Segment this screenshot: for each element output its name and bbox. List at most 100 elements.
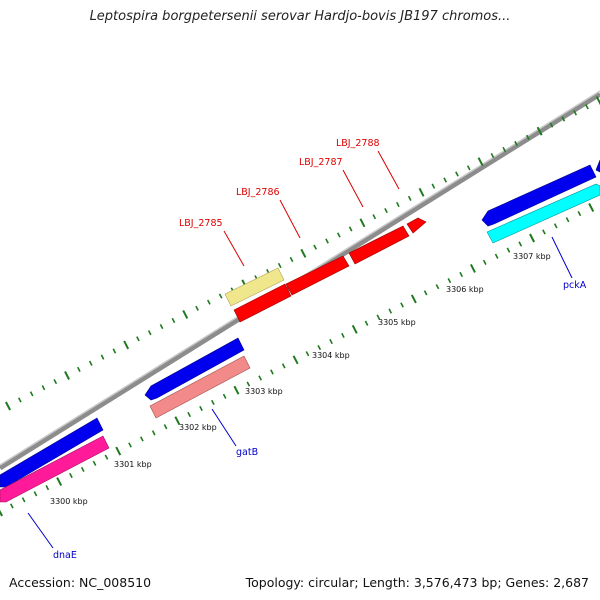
tick-mark (502, 146, 507, 153)
tick-mark (29, 391, 34, 397)
leader-lbj2788 (377, 150, 400, 190)
tick-mark (187, 411, 192, 418)
tick-mark (506, 247, 511, 253)
tick-mark (561, 116, 566, 122)
pseudogene-lbj2788a[interactable] (348, 225, 410, 265)
tick-mark (128, 442, 132, 448)
tick-mark (329, 338, 333, 345)
tick-mark (289, 256, 294, 263)
forward-gene-edge[interactable] (595, 159, 600, 173)
tick-mark (69, 472, 73, 479)
gene-label-dnaE: dnaE (53, 550, 77, 561)
tick-mark (210, 399, 215, 405)
tick-mark (490, 153, 495, 159)
scale-label-3303: 3303 kbp (245, 387, 283, 396)
tick-mark (585, 104, 589, 110)
tick-mark (588, 203, 595, 212)
tick-mark (182, 309, 189, 319)
tick-mark (115, 446, 122, 456)
tick-mark (395, 201, 400, 208)
tick-mark (549, 122, 554, 128)
tick-mark (104, 454, 109, 460)
tick-mark (313, 244, 318, 250)
tick-mark (518, 241, 523, 247)
tick-mark (372, 214, 377, 220)
scale-label-3302: 3302 kbp (179, 423, 217, 432)
outer-tick-row (5, 96, 600, 411)
tick-mark (595, 96, 600, 106)
leader-lbj2785 (223, 230, 245, 267)
pseudogene-lbj2786[interactable] (233, 283, 292, 323)
accession-text: Accession: NC_008510 (9, 575, 152, 590)
tick-mark (351, 324, 358, 334)
tick-mark (53, 379, 58, 385)
pseudogene-lbj2788b[interactable] (406, 217, 427, 234)
tick-mark (195, 305, 199, 311)
tick-mark (246, 381, 251, 387)
tick-mark (542, 229, 546, 235)
tick-mark (341, 332, 345, 338)
tick-mark (300, 248, 307, 258)
reverse-gene-salmon[interactable] (149, 355, 251, 419)
tick-mark (423, 290, 428, 296)
tick-mark (136, 336, 140, 342)
gene-label-lbj2788: LBJ_2788 (336, 138, 380, 149)
tick-mark (21, 497, 26, 503)
reverse-gene-magenta[interactable] (0, 435, 110, 503)
tick-mark (171, 317, 176, 324)
tick-mark (76, 366, 81, 372)
tick-mark (163, 424, 168, 430)
forward-gene-pckA[interactable] (481, 164, 597, 227)
tick-mark (536, 126, 543, 136)
forward-gene-gatB[interactable] (144, 337, 245, 401)
tick-mark (455, 171, 459, 177)
leader-lbj2786 (279, 199, 301, 239)
tick-mark (9, 503, 14, 509)
tick-mark (147, 330, 152, 336)
tick-mark (139, 436, 144, 442)
scale-label-3301: 3301 kbp (114, 460, 152, 469)
tick-mark (336, 232, 341, 238)
tick-mark (514, 140, 518, 146)
tick-mark (529, 233, 535, 243)
tick-mark (435, 284, 440, 290)
tick-mark (112, 348, 117, 354)
tick-mark (565, 217, 570, 223)
tick-mark (41, 385, 46, 391)
reverse-gene-cyan[interactable] (486, 183, 600, 244)
tick-mark (80, 466, 85, 472)
pseudogene-lbj2787[interactable] (285, 255, 350, 296)
tick-mark (88, 360, 93, 366)
tick-mark (410, 294, 417, 304)
tick-mark (206, 299, 211, 305)
tick-mark (466, 165, 471, 171)
forward-gene-dnaE[interactable] (0, 417, 104, 488)
map-title: Leptospira borgpetersenii serovar Hardjo… (89, 9, 511, 24)
pseudogene-lbj2785[interactable] (224, 267, 285, 307)
tick-mark (443, 177, 448, 183)
leader-lbj2787 (342, 169, 364, 208)
scale-label-3300: 3300 kbp (50, 497, 88, 506)
tick-mark (277, 262, 282, 269)
leader-gatB (211, 408, 237, 447)
scale-label-3306: 3306 kbp (446, 285, 484, 294)
tick-mark (384, 208, 388, 214)
tick-mark (494, 253, 499, 259)
tick-mark (151, 430, 156, 436)
tick-mark (199, 405, 203, 412)
tick-mark (56, 477, 63, 487)
tick-mark (233, 385, 240, 395)
tick-mark (159, 324, 164, 330)
tick-mark (388, 308, 393, 314)
leader-pckA (551, 236, 573, 279)
tick-mark (258, 375, 263, 381)
tick-mark (400, 302, 404, 308)
scale-label-3304: 3304 kbp (312, 351, 350, 360)
tick-mark (0, 509, 3, 517)
tick-mark (5, 401, 11, 411)
gene-label-lbj2786: LBJ_2786 (236, 187, 280, 198)
inner-tick-row (0, 203, 595, 517)
tick-mark (348, 226, 353, 232)
tick-mark (174, 416, 181, 426)
